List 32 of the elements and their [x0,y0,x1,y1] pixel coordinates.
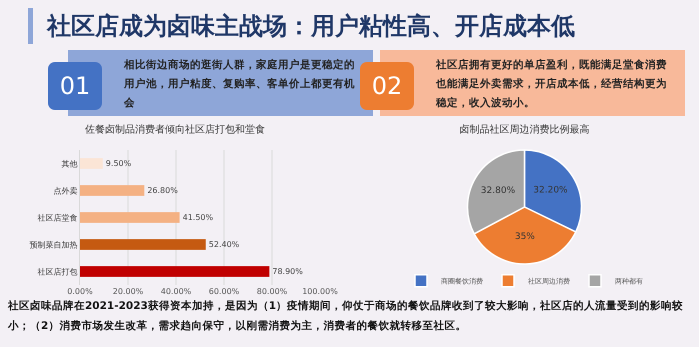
data-label: 32.80% [480,186,516,196]
chart-title: 卤制品社区周边消费比例最高 [460,124,590,136]
data-label: 26.80% [147,186,178,195]
x-tick-label: 100.00% [302,287,338,296]
text: 社区卤味品牌在2021-2023获得资本加持，是因为（1）疫情期间，仰仗于商场的餐饮品牌收到了较大影响，社区店的人流量受到的影响较小；（2）消费市场发生改革，需求趋向保守，以刚需消费为主，消费者的餐饮就转移至社区。 [8,298,684,334]
bar [80,185,144,196]
data-label: 32.20% [533,186,568,196]
x-tick-label: 60.00% [208,287,240,296]
y-tick-label: 预制菜自加热 [29,240,78,250]
y-tick-label: 社区店堂食 [37,213,78,222]
x-tick-label: 0.00% [67,287,94,296]
data-label: 9.50% [106,159,132,168]
text: 社区店拥有更好的单店盈利，既能满足堂食消费也能满足外卖需求，开店成本低，经营结构更为稳定，收入波动小。 [436,58,668,111]
bar [80,158,103,169]
text: 02 [360,62,414,110]
data-label: 35% [514,232,536,242]
bar [80,212,180,223]
bar [80,239,206,250]
text: 相比街边商场的逛街人群，家庭用户是更稳定的用户池，用户粘度、复购率、客单价上都更有机会 [124,58,356,111]
text: 社区店成为卤味主战场：用户粘性高、开店成本低 [28,8,575,44]
data-label: 78.90% [272,267,304,276]
y-tick-label: 点外卖 [53,186,78,196]
text: 01 [48,62,102,110]
y-tick-label: 社区店打包 [37,267,78,276]
bar [80,266,270,277]
x-tick-label: 80.00% [256,287,288,296]
y-tick-label: 其他 [61,159,78,168]
data-label: 52.40% [208,240,240,249]
x-tick-label: 20.00% [112,287,144,296]
x-tick-label: 40.00% [160,287,192,296]
data-label: 41.50% [182,213,214,222]
chart-title: 佐餐卤制品消费者倾向社区店打包和堂食 [85,124,265,136]
